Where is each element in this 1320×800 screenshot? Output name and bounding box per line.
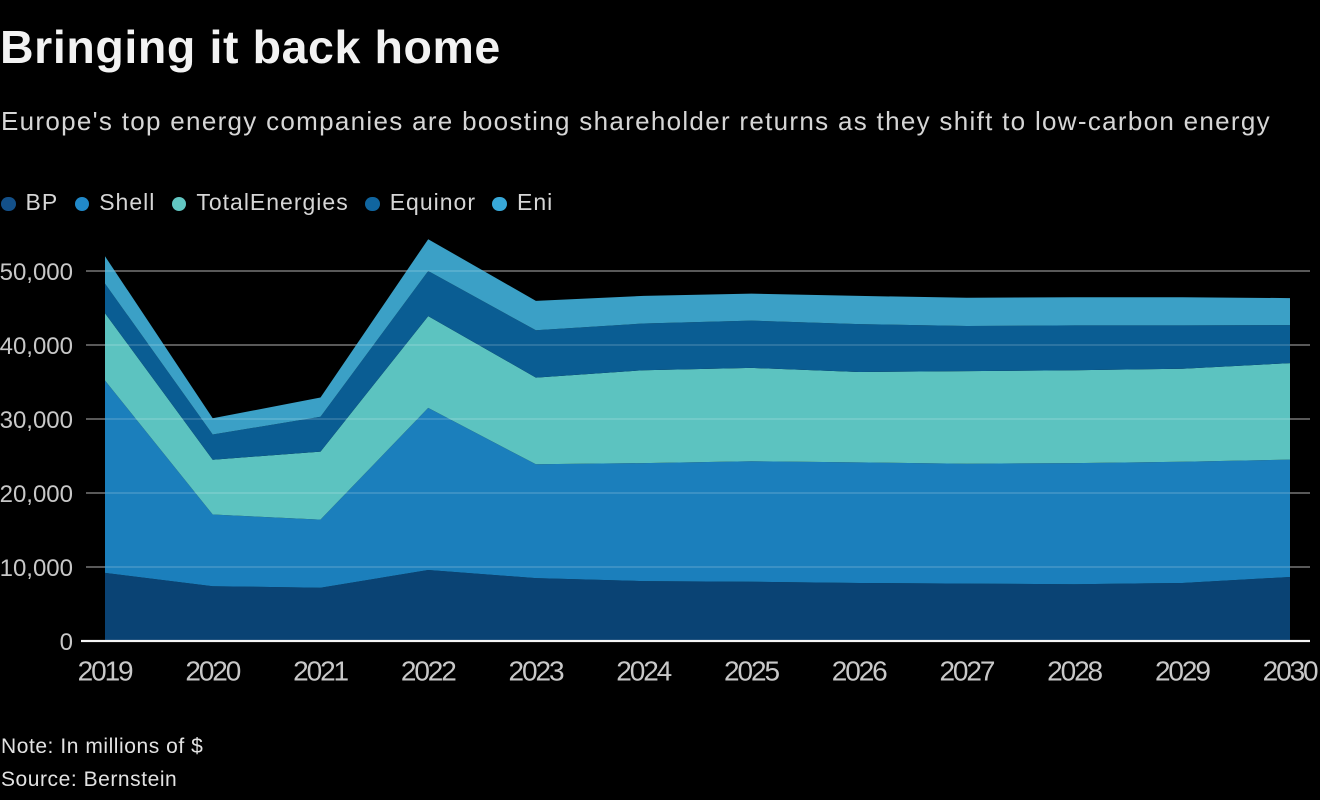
svg-text:2019: 2019 [78, 655, 133, 686]
svg-text:2029: 2029 [1155, 655, 1210, 686]
svg-text:2026: 2026 [832, 655, 887, 686]
svg-text:2027: 2027 [939, 655, 994, 686]
svg-text:2028: 2028 [1047, 655, 1102, 686]
svg-text:2020: 2020 [185, 655, 240, 686]
svg-text:2023: 2023 [509, 655, 564, 686]
svg-text:2021: 2021 [293, 655, 348, 686]
svg-text:2025: 2025 [724, 655, 779, 686]
svg-text:20,000: 20,000 [0, 481, 73, 508]
svg-text:30,000: 30,000 [0, 407, 73, 434]
svg-text:40,000: 40,000 [0, 333, 73, 360]
svg-text:2022: 2022 [401, 655, 456, 686]
svg-text:2024: 2024 [616, 655, 671, 686]
svg-text:10,000: 10,000 [0, 555, 73, 582]
svg-text:2030: 2030 [1263, 655, 1318, 686]
svg-text:50,000: 50,000 [0, 259, 73, 286]
svg-text:0: 0 [60, 629, 73, 656]
